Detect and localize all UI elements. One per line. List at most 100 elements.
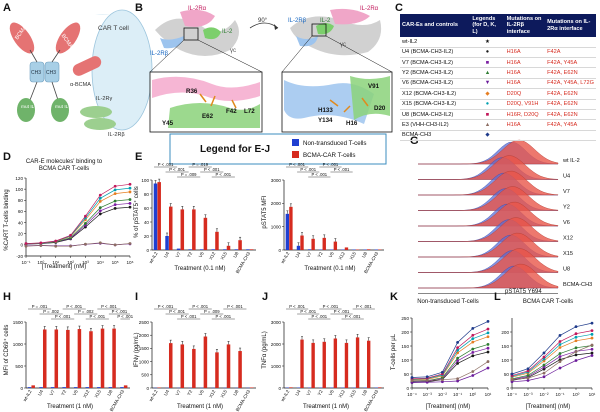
y-tick-label: 100: [15, 187, 23, 192]
table-cell-mut-rb: [504, 37, 546, 48]
pvalue-label: P < .001: [334, 309, 350, 314]
bar: [42, 329, 47, 388]
bar: [168, 343, 173, 388]
chart-k: 0 50 100 150 200 250 10⁻⁴ 10⁻³ 10⁻² 10⁻¹ 10⁰ 10¹: [401, 316, 491, 397]
residue-r36: R36: [186, 88, 198, 95]
bar: [199, 249, 204, 250]
ch3-label-left: CH3: [31, 70, 41, 76]
data-point: [486, 342, 490, 346]
data-point: [486, 319, 490, 323]
x-tick-label: 10⁰: [469, 392, 476, 397]
y-tick-label: 80: [18, 198, 24, 203]
data-point: [128, 198, 132, 201]
series-line: [411, 332, 489, 380]
table-cell-legend-symbol: ●: [470, 47, 505, 59]
x-tick-label: 10⁻²: [539, 392, 549, 397]
data-point: [486, 327, 490, 331]
series-line: [411, 367, 489, 383]
y-tick-label: 250: [401, 316, 409, 321]
chart-d: -20 0 20 40 60 80 100 120 10⁻¹ 10⁰ 10¹ 10² 10³ 10⁴ 10⁵…: [15, 176, 133, 265]
y-tick-label: 0: [146, 386, 149, 391]
x-tick-label: U8: [232, 251, 239, 259]
table-cell-mut-ra: F42A, Y45A, L72G: [545, 78, 596, 90]
bar: [289, 206, 293, 250]
bar: [226, 245, 231, 250]
y-tick-label: 20: [18, 232, 24, 237]
x-tick-label: V6: [198, 251, 205, 259]
y-tick-label: 0: [406, 386, 409, 391]
histogram-label: Y2: [563, 205, 570, 211]
x-tick-label: Y2: [317, 389, 324, 397]
h-xlabel: Treatment (1 nM): [47, 404, 93, 410]
bar: [77, 329, 82, 388]
j-xlabel: Treatment (1 nM): [303, 404, 349, 410]
table-cell-legend-symbol: ★: [470, 37, 505, 48]
x-tick-label: wt-IL2: [148, 251, 159, 265]
x-tick-label: 10⁻⁴: [407, 392, 417, 397]
bar: [215, 231, 219, 250]
panel-a-schematic: CAR T cell BCMA BCMA CH3 CH3 mut IL-2 mu…: [9, 9, 153, 138]
pvalue-label: P < .001: [312, 314, 328, 319]
y-tick-label: 0: [506, 386, 509, 391]
pvalue-label: P < .001: [289, 304, 305, 309]
y-tick-label: 60: [18, 209, 24, 214]
g-xlabel: pSTAT5 Y694: [505, 289, 542, 295]
table-cell-legend-symbol: ◆: [470, 88, 505, 100]
y-tick-label: 1000: [13, 342, 24, 347]
table-cell-mut-rb: [504, 130, 546, 142]
legend-swatch-nontransduced: [292, 139, 299, 146]
structure-right-il2ra: [330, 8, 370, 25]
table-cell-mut-rb: H16A: [504, 47, 546, 59]
bar: [39, 387, 43, 388]
panel-letter-k: K: [390, 291, 398, 303]
table-cell-mut-ra: F42A: [545, 47, 596, 59]
x-tick-label: U4: [163, 251, 170, 259]
table-row: E3 (VHH-CH3-IL2) ▲ H16A F42A, Y45A: [400, 119, 596, 131]
bar: [234, 249, 239, 250]
panel-letter-i: I: [135, 291, 138, 303]
pvalue-label: P < .001: [289, 162, 305, 167]
bar: [123, 385, 128, 388]
legend-label-bcma-car: BCMA-CAR T-cells: [303, 152, 355, 159]
bar: [97, 387, 101, 388]
residue-y45: Y45: [162, 120, 174, 127]
x-tick-label: V6: [328, 251, 335, 259]
bar: [300, 339, 304, 388]
residue-f42: F42: [226, 108, 237, 115]
gc-label-left: γc: [230, 48, 236, 54]
bar: [180, 209, 185, 250]
f-xlabel: Treatment (0.1 nM): [304, 266, 355, 272]
table-cell-mut-ra: F42A, E62N: [545, 109, 596, 121]
x-tick-label: 10¹: [589, 392, 596, 397]
y-tick-label: 1500: [13, 320, 24, 325]
series-line: [411, 336, 489, 381]
y-tick-label: 3000: [271, 178, 282, 183]
data-point: [590, 336, 594, 340]
panel-letter-e: E: [135, 151, 142, 163]
bar: [157, 387, 161, 388]
pvalue-label: P < .001: [90, 314, 106, 319]
e-ylabel: % of pSTAT5⁺ cells: [133, 186, 140, 238]
histogram-bcma-car: [418, 139, 559, 165]
table-cell-mut-ra: [545, 130, 596, 142]
bar: [85, 387, 90, 388]
residue-l72: L72: [244, 108, 255, 115]
table-cell-mut-rb: H16A: [504, 78, 546, 90]
d-ylabel: %CART T-cells binding: [4, 189, 10, 250]
histogram-bcma-car: [418, 170, 559, 196]
series-line: [511, 330, 593, 376]
residue-h16: H16: [346, 120, 358, 127]
x-tick-label: X15: [220, 251, 229, 261]
y-tick-label: 40: [144, 220, 150, 225]
legend-title: Legend for E-J: [200, 144, 270, 155]
i-xlabel: Treatment (1 nM): [177, 404, 223, 410]
data-point: [128, 205, 132, 209]
bar: [249, 249, 254, 250]
bar: [322, 341, 326, 388]
pvalue-label: P < .001: [356, 304, 372, 309]
table-cell-mut-ra: F42A, E62N: [545, 99, 596, 110]
y-tick-label: 0: [146, 248, 149, 253]
data-point: [590, 347, 594, 351]
bar: [180, 344, 185, 388]
table-c-col-legend: Legends (for D, K, L): [470, 14, 505, 38]
